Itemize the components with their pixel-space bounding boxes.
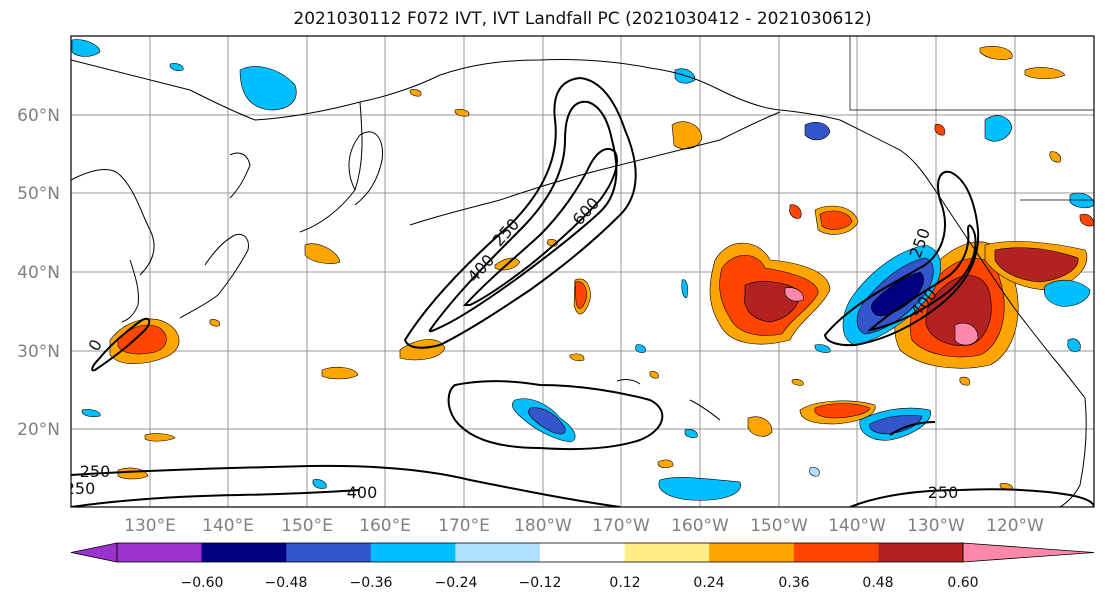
colorbar-tick-label: 0.12 [609,575,640,591]
map-title: 2021030112 F072 IVT, IVT Landfall PC (20… [293,9,872,29]
colorbar-extend-right [962,542,1095,563]
colorbar-tick-label: −0.24 [435,575,478,591]
longitude-labels: 130°E 140°E 150°E 160°E 170°E 180°W 170°… [124,516,1044,536]
lat-label: 40°N [17,263,60,283]
colorbar-segment [117,543,203,562]
lat-label: 20°N [17,420,60,440]
colorbar-outline [116,542,964,563]
contour-label: 250 [80,462,111,481]
colorbar-tick-label: 0.60 [947,575,978,591]
contour-label: 250 [65,479,96,498]
lon-label: 180°W [514,516,572,536]
colorbar-tick-label: −0.60 [181,575,224,591]
colorbar-segment [201,543,287,562]
lon-label: 130°W [907,516,965,536]
lon-label: 140°E [202,516,254,536]
ivt-contours [71,76,1094,507]
lon-label: 170°W [592,516,650,536]
lon-label: 150°E [281,516,333,536]
colorbar-extend-left [70,542,118,563]
coastlines [71,36,1094,507]
lon-label: 130°E [124,516,176,536]
lon-label: 170°E [438,516,490,536]
colorbar-segment [878,543,964,562]
colorbar-labels: −0.60 −0.48 −0.36 −0.24 −0.12 0.12 0.24 … [181,575,979,591]
lon-label: 150°W [750,516,808,536]
colorbar-segment [540,543,626,562]
colorbar-tick-label: 0.36 [778,575,809,591]
colorbar-segment [793,543,879,562]
lat-label: 30°N [17,342,60,362]
contour-label: 400 [347,483,378,502]
colorbar-tick-label: 0.48 [862,575,893,591]
colorbar-tick-label: 0.24 [693,575,724,591]
colorbar-segment [286,543,372,562]
colorbar-tick-label: −0.36 [350,575,393,591]
colorbar-segment [624,543,710,562]
lon-label: 160°E [359,516,411,536]
lon-label: 160°W [671,516,729,536]
map-border [70,35,1095,508]
colorbar-segment [709,543,795,562]
colorbar-segment [455,543,541,562]
lon-label: 120°W [986,516,1044,536]
colorbar-tick-label: −0.12 [519,575,562,591]
colorbar-segment [370,543,456,562]
lat-label: 60°N [17,106,60,126]
contour-label: 250 [928,483,959,502]
colorbar-tick-label: −0.48 [265,575,308,591]
lon-label: 140°W [828,516,886,536]
lat-label: 50°N [17,184,60,204]
colorbar [70,542,1095,563]
latitude-labels: 60°N 50°N 40°N 30°N 20°N [17,106,60,440]
